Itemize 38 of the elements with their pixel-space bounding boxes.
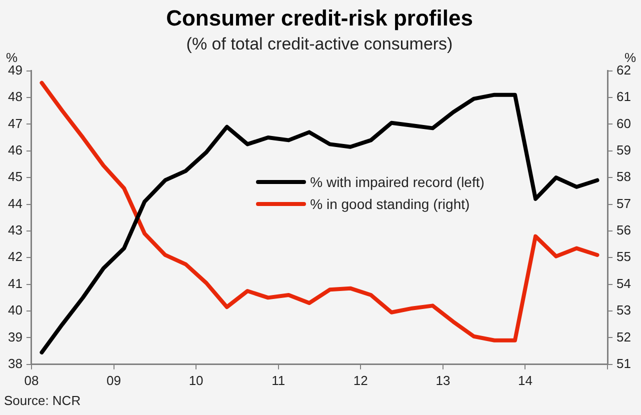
y2-axis-title: % [624, 50, 636, 65]
y2-tick-label: 52 [616, 329, 632, 344]
y2-tick-label: 62 [616, 62, 632, 78]
x-tick-label: 10 [188, 372, 204, 388]
y-tick-label: 42 [8, 249, 22, 264]
y2-tick-label: 55 [616, 249, 632, 264]
y-tick-label: 43 [8, 222, 22, 238]
y-tick-label: 49 [8, 62, 22, 78]
source-note: Source: NCR [4, 393, 81, 408]
y2-tick-label: 57 [616, 196, 632, 211]
y-tick-label: 38 [8, 356, 22, 371]
y-tick-label: 44 [8, 196, 22, 211]
x-tick-label: 13 [436, 372, 450, 388]
y2-tick-label: 60 [616, 116, 632, 131]
x-tick-label: 09 [106, 372, 121, 388]
legend-label: % in good standing (right) [310, 196, 470, 212]
y2-tick-label: 51 [616, 356, 632, 371]
chart-title: Consumer credit-risk profiles [166, 5, 473, 30]
y2-tick-label: 61 [616, 89, 632, 104]
x-tick-label: 11 [272, 372, 286, 388]
y-tick-label: 39 [8, 329, 22, 344]
y-tick-label: 45 [8, 169, 22, 184]
legend-label: % with impaired record (left) [310, 174, 484, 190]
x-tick-label: 12 [353, 372, 368, 388]
y-tick-label: 46 [8, 142, 22, 158]
y2-tick-label: 58 [616, 169, 632, 184]
x-tick-label: 14 [518, 372, 532, 388]
x-tick-label: 08 [24, 372, 39, 388]
y-tick-label: 41 [8, 276, 22, 291]
y2-tick-label: 53 [616, 302, 632, 318]
y2-tick-label: 56 [616, 222, 632, 238]
y2-tick-label: 59 [616, 142, 632, 158]
y-tick-label: 47 [8, 116, 22, 131]
y-tick-label: 40 [8, 302, 22, 318]
y-tick-label: 48 [8, 89, 22, 104]
chart-subtitle: (% of total credit-active consumers) [186, 34, 453, 54]
y-axis-title: % [6, 50, 18, 65]
y2-tick-label: 54 [616, 276, 632, 291]
